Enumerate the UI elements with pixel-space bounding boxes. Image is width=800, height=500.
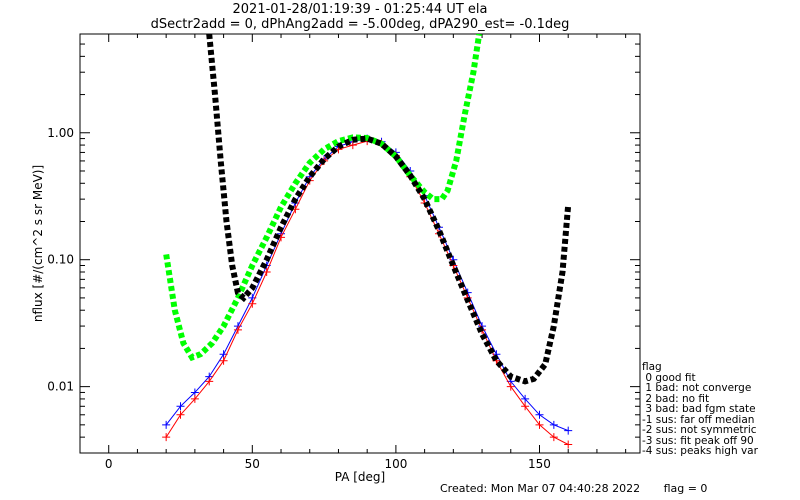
data-point	[521, 402, 530, 411]
flag-legend-entry: -3 sus: fit peak off 90	[642, 434, 754, 447]
data-point	[176, 410, 185, 419]
y-tick-label: 0.01	[47, 380, 74, 394]
data-point	[564, 426, 573, 435]
data-point	[205, 377, 214, 386]
x-tick-label: 150	[528, 457, 551, 471]
x-tick-label: 100	[384, 457, 407, 471]
x-axis-label: PA [deg]	[335, 470, 385, 484]
flag-legend-entry: 1 bad: not converge	[642, 382, 752, 394]
data-point	[219, 356, 228, 365]
series-line	[165, 140, 569, 445]
series-line	[206, 34, 572, 385]
data-point	[176, 402, 185, 411]
created-timestamp: Created: Mon Mar 07 04:40:28 2022	[440, 482, 641, 495]
flag-legend-entry: -1 sus: far off median	[642, 413, 755, 426]
flag-value: flag = 0	[663, 482, 708, 495]
data-point	[190, 394, 199, 403]
data-point	[162, 420, 171, 429]
y-tick-label: 0.10	[47, 253, 74, 267]
plot-frame	[79, 33, 641, 454]
data-point	[521, 394, 530, 403]
flag-legend-entry: -2 sus: not symmetric	[642, 424, 757, 436]
data-point	[506, 382, 515, 391]
data-point	[248, 299, 257, 308]
y-tick-label: 1.00	[47, 126, 74, 140]
series-line	[163, 34, 483, 362]
data-point	[162, 433, 171, 442]
flag-legend-entry: 0 good fit	[642, 371, 696, 384]
flag-legend-entry: 3 bad: bad fgm state	[642, 403, 756, 415]
footer: Created: Mon Mar 07 04:40:28 2022 flag =…	[440, 482, 707, 495]
chart-title: 2021-01-28/01:19:39 - 01:25:44 UT ela	[232, 2, 488, 17]
flag-legend-entry: 2 bad: no fit	[642, 392, 710, 405]
data-point	[262, 268, 271, 277]
data-point	[233, 325, 242, 334]
y-axis-label: nflux [#/(cm^2 s sr MeV)]	[31, 165, 45, 322]
data-point	[549, 433, 558, 442]
data-point	[348, 141, 357, 150]
flag-legend-entry: -4 sus: peaks high var	[642, 445, 758, 457]
data-point	[535, 410, 544, 419]
data-point	[535, 420, 544, 429]
flag-legend-title: flag	[642, 361, 662, 373]
x-tick-label: 0	[105, 457, 113, 471]
data-point	[549, 420, 558, 429]
x-tick-label: 50	[245, 457, 260, 471]
data-point	[564, 440, 573, 449]
chart-subtitle: dSectr2add = 0, dPhAng2add = -5.00deg, d…	[150, 17, 570, 32]
flag-legend: flag 0 good fit 1 bad: not converge 2 ba…	[642, 362, 758, 457]
